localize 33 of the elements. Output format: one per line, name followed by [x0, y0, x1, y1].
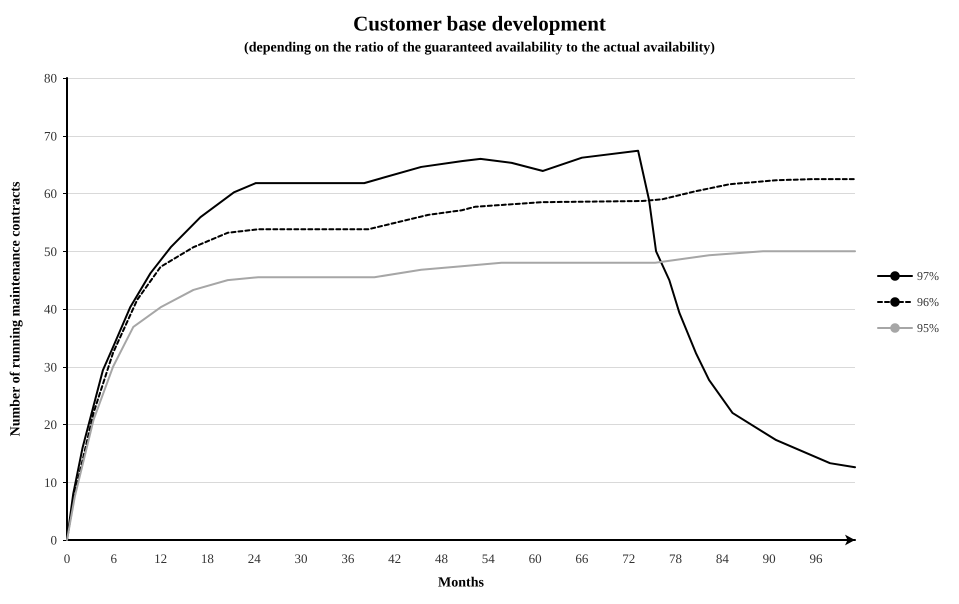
legend-label: 97% — [917, 269, 940, 283]
x-tick-label: 60 — [528, 551, 542, 566]
x-tick-label: 30 — [294, 551, 308, 566]
x-tick-label: 0 — [64, 551, 70, 566]
y-axis-title: Number of running maintenance contracts — [8, 181, 24, 436]
x-tick-label: 72 — [622, 551, 636, 566]
x-tick-label: 18 — [200, 551, 214, 566]
y-tick-label: 70 — [44, 128, 57, 144]
x-tick-label: 12 — [154, 551, 168, 566]
x-tick-label: 36 — [341, 551, 355, 566]
x-tick-label: 6 — [110, 551, 118, 566]
x-tick-label: 78 — [669, 551, 682, 566]
x-axis-title: Months — [438, 576, 484, 590]
legend-label: 95% — [917, 321, 940, 335]
chart-title: Customer base development — [353, 12, 606, 36]
x-tick-label: 96 — [809, 551, 823, 566]
x-tick-label: 42 — [388, 551, 402, 566]
x-tick-label: 90 — [762, 551, 776, 566]
y-tick-label: 0 — [50, 532, 57, 548]
y-tick-label: 10 — [44, 474, 57, 490]
x-tick-label: 84 — [716, 551, 730, 566]
legend-label: 96% — [917, 295, 940, 309]
y-tick-label: 40 — [44, 302, 57, 316]
x-tick-label: 24 — [248, 551, 262, 566]
chart-subtitle: (depending on the ratio of the guaranteed availability to the actual availability) — [244, 40, 716, 56]
y-tick-label: 30 — [44, 359, 57, 374]
x-tick-label: 54 — [482, 551, 496, 566]
y-tick-label: 20 — [44, 417, 57, 432]
x-tick-label: 66 — [575, 551, 589, 566]
x-tick-label: 48 — [434, 551, 448, 566]
y-tick-label: 50 — [44, 244, 57, 259]
y-tick-label: 80 — [44, 70, 57, 86]
y-tick-label: 60 — [44, 186, 57, 201]
